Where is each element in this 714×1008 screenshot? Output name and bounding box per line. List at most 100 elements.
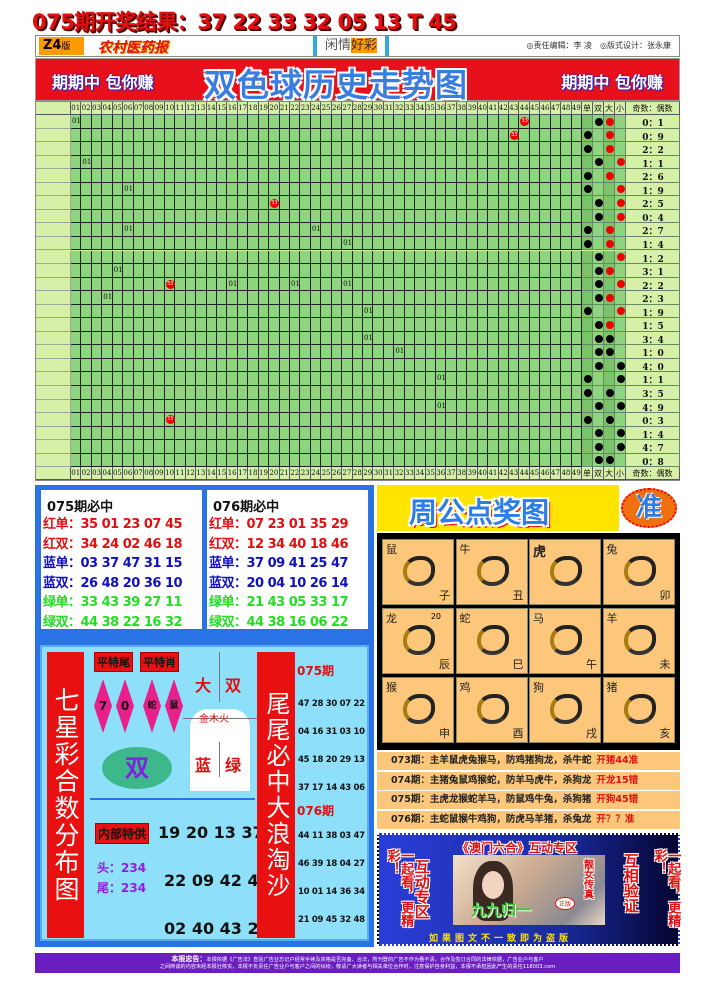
row-label-cell: [36, 209, 71, 224]
column-header: 29: [363, 102, 374, 115]
indicator-cell: [615, 115, 626, 129]
grid-cell: [300, 345, 311, 359]
paper-name: 农村医药报: [98, 40, 168, 56]
zodiac-animal-icon: [403, 556, 435, 586]
grid-cell: [363, 318, 374, 332]
grid-cell: [446, 291, 457, 305]
grid-cell: [373, 372, 384, 386]
grid-cell: [467, 155, 478, 170]
grid-cell: [352, 358, 364, 373]
photo-badge: 正版: [555, 897, 576, 910]
grid-cell: [154, 264, 165, 278]
grid-cell: [164, 440, 176, 454]
grid-cell: [71, 331, 82, 346]
grid-cell: [571, 209, 583, 224]
grid-cell: [227, 209, 238, 224]
grid-cell: [91, 440, 103, 454]
grid-cell: [196, 345, 207, 359]
grid-cell: [164, 169, 176, 183]
grid-cell: [571, 250, 583, 265]
grid-cell: [331, 426, 343, 441]
grid-cell: [290, 440, 301, 454]
grid-cell: [310, 128, 322, 143]
grid-cell: [269, 209, 280, 224]
grid-cell: [81, 155, 92, 170]
grid-cell: [185, 196, 197, 210]
grid-cell: [81, 128, 92, 143]
black-dot: [594, 402, 603, 411]
tail-numbers-row: 37 17 14 43 06: [298, 783, 365, 793]
odd-even-ratio: 4：7: [642, 444, 664, 455]
ratio-cell: [626, 128, 680, 143]
grid-cell: [561, 196, 572, 210]
grid-cell: [342, 304, 353, 319]
grid-cell: [477, 128, 489, 143]
grid-cell: [248, 440, 259, 454]
grid-cell: [498, 196, 510, 210]
macau-ad-banner[interactable]: 《澳门六合》互动专区 一起看，更精彩！ 互动专区 靓女传真 九九归一 正版 互相…: [377, 833, 680, 946]
grid-cell: [248, 304, 259, 319]
grid-cell: [477, 318, 489, 332]
grid-cell: [310, 264, 322, 278]
grid-cell: [206, 413, 217, 427]
grid-cell: [71, 440, 82, 454]
ad-verify-label: 互相验证: [621, 853, 640, 913]
grid-cell: [279, 304, 291, 319]
grid-cell: [164, 358, 176, 373]
column-header: 28: [352, 467, 364, 481]
grid-cell: [373, 426, 384, 441]
grid-cell: [227, 331, 238, 346]
indicator-cell: [604, 358, 615, 373]
grid-cell: [227, 182, 238, 197]
prediction-label: 红单：: [43, 517, 81, 532]
grid-cell: [477, 169, 489, 183]
grid-cell: [154, 115, 165, 129]
grid-cell: [196, 291, 207, 305]
grid-cell: [529, 250, 541, 265]
grid-cell: [175, 304, 186, 319]
grid-cell: [373, 453, 384, 468]
odd-even-ratio: 3：4: [642, 335, 664, 346]
grid-cell: [519, 169, 530, 183]
grid-cell: [404, 155, 416, 170]
grid-cell: [102, 209, 113, 224]
black-dot: [594, 253, 603, 262]
grid-cell: [154, 128, 165, 143]
prediction-row: 蓝单：37 09 41 25 47: [209, 554, 368, 574]
column-header: 12: [185, 102, 197, 115]
ratio-cell: [626, 331, 680, 346]
number-mark: 01: [343, 279, 353, 288]
grid-cell: [310, 345, 322, 359]
grid-cell: [290, 155, 301, 170]
indicator-cell: [615, 169, 626, 183]
grid-cell: [91, 453, 103, 468]
banner-slogan-left: 期期中 包你赚: [52, 73, 154, 92]
grid-cell: [383, 291, 395, 305]
grid-cell: [154, 142, 165, 156]
grid-cell: [331, 142, 343, 156]
grid-cell: [477, 182, 489, 197]
grid-cell: [498, 345, 510, 359]
grid-cell: [290, 223, 301, 237]
grid-cell: [519, 440, 530, 454]
grid-cell: [290, 264, 301, 278]
grid-cell: [394, 142, 405, 156]
grid-cell: [248, 250, 259, 265]
grid-cell: [509, 440, 520, 454]
grid-cell: [550, 372, 562, 386]
grid-cell: [425, 453, 437, 468]
grid-cell: [196, 372, 207, 386]
grid-cell: [310, 426, 322, 441]
grid-cell: [404, 318, 416, 332]
grid-cell: [425, 440, 437, 454]
grid-cell: [71, 223, 82, 237]
row-label-cell: [36, 426, 71, 441]
grid-cell: [331, 372, 343, 386]
grid-cell: [383, 440, 395, 454]
grid-cell: [404, 250, 416, 265]
grid-cell: [175, 264, 186, 278]
black-dot: [594, 293, 603, 302]
grid-cell: [185, 169, 197, 183]
grid-cell: [383, 223, 395, 237]
grid-cell: [467, 128, 478, 143]
